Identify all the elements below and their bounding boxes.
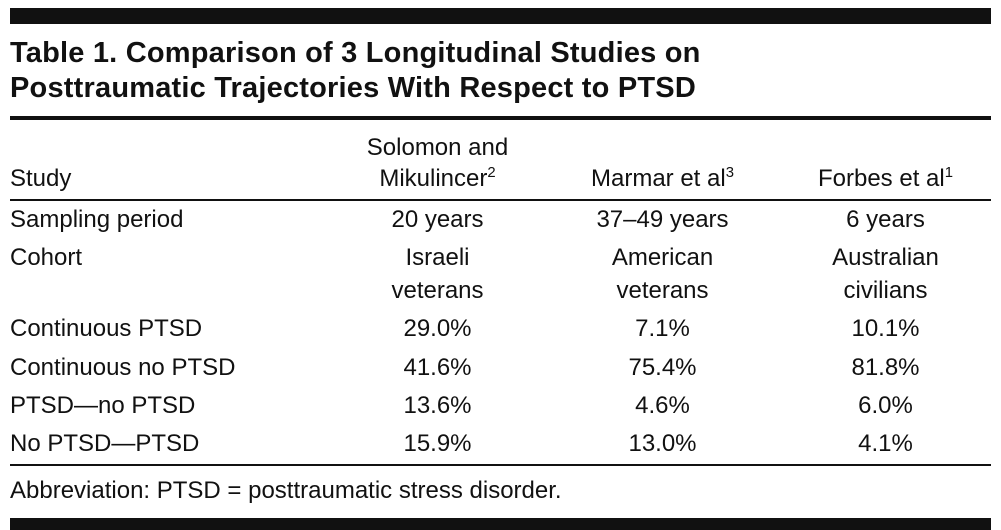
cell-value: 41.6% — [403, 353, 472, 381]
title-divider — [10, 115, 991, 120]
cell-value: Israeli veterans — [391, 244, 484, 304]
column-header-solomon-mikulincer: Solomon and Mikulincer2 — [366, 133, 509, 192]
cell-value: Australian civilians — [832, 244, 939, 304]
cell-value: 20 years — [391, 205, 484, 233]
cell-value: 75.4% — [628, 353, 697, 381]
header-row: Study Solomon and Mikulincer2 Marmar et … — [10, 120, 991, 200]
cell-value: 7.1% — [635, 315, 690, 343]
table-row-continuous-no-ptsd: Continuous no PTSD 41.6% 75.4% 81.8% — [10, 349, 991, 387]
cell-value: American veterans — [611, 244, 714, 304]
cell-value: 81.8% — [851, 353, 920, 381]
cell-value: 6 years — [846, 205, 925, 233]
cell-value: 13.0% — [628, 430, 697, 458]
row-label: Continuous PTSD — [10, 315, 203, 343]
column-header-forbes: Forbes et al1 — [817, 164, 953, 192]
table-row-no-ptsd-ptsd: No PTSD—PTSD 15.9% 13.0% 4.1% — [10, 425, 991, 464]
cell-value: 6.0% — [858, 391, 913, 419]
cell-value: 15.9% — [403, 430, 472, 458]
table-title: Table 1. Comparison of 3 Longitudinal St… — [10, 37, 701, 104]
table-row-continuous-ptsd: Continuous PTSD 29.0% 7.1% 10.1% — [10, 310, 991, 348]
column-header-study: Study — [10, 164, 72, 192]
top-rule-bar — [10, 8, 991, 24]
row-label: PTSD—no PTSD — [10, 391, 196, 419]
reference-superscript: 2 — [487, 164, 496, 181]
table-footnote: Abbreviation: PTSD = posttraumatic stres… — [10, 476, 562, 504]
row-label: Continuous no PTSD — [10, 353, 236, 381]
table-row-cohort: Cohort Israeli veterans American veteran… — [10, 239, 991, 310]
row-label: No PTSD—PTSD — [10, 430, 200, 458]
table-row-sampling-period: Sampling period 20 years 37–49 years 6 y… — [10, 200, 991, 239]
cell-value: 29.0% — [403, 315, 472, 343]
comparison-table: Study Solomon and Mikulincer2 Marmar et … — [10, 120, 991, 466]
cell-value: 4.1% — [858, 430, 913, 458]
cell-value: 10.1% — [851, 315, 920, 343]
reference-superscript: 3 — [725, 164, 734, 181]
table-row-ptsd-no-ptsd: PTSD—no PTSD 13.6% 4.6% 6.0% — [10, 387, 991, 425]
row-label: Sampling period — [10, 205, 184, 233]
cell-value: 13.6% — [403, 391, 472, 419]
reference-superscript: 1 — [944, 164, 953, 181]
bottom-rule-bar — [10, 517, 991, 530]
cell-value: 4.6% — [635, 391, 690, 419]
column-header-marmar: Marmar et al3 — [591, 164, 734, 192]
cell-value: 37–49 years — [596, 205, 729, 233]
row-label: Cohort — [10, 244, 83, 272]
